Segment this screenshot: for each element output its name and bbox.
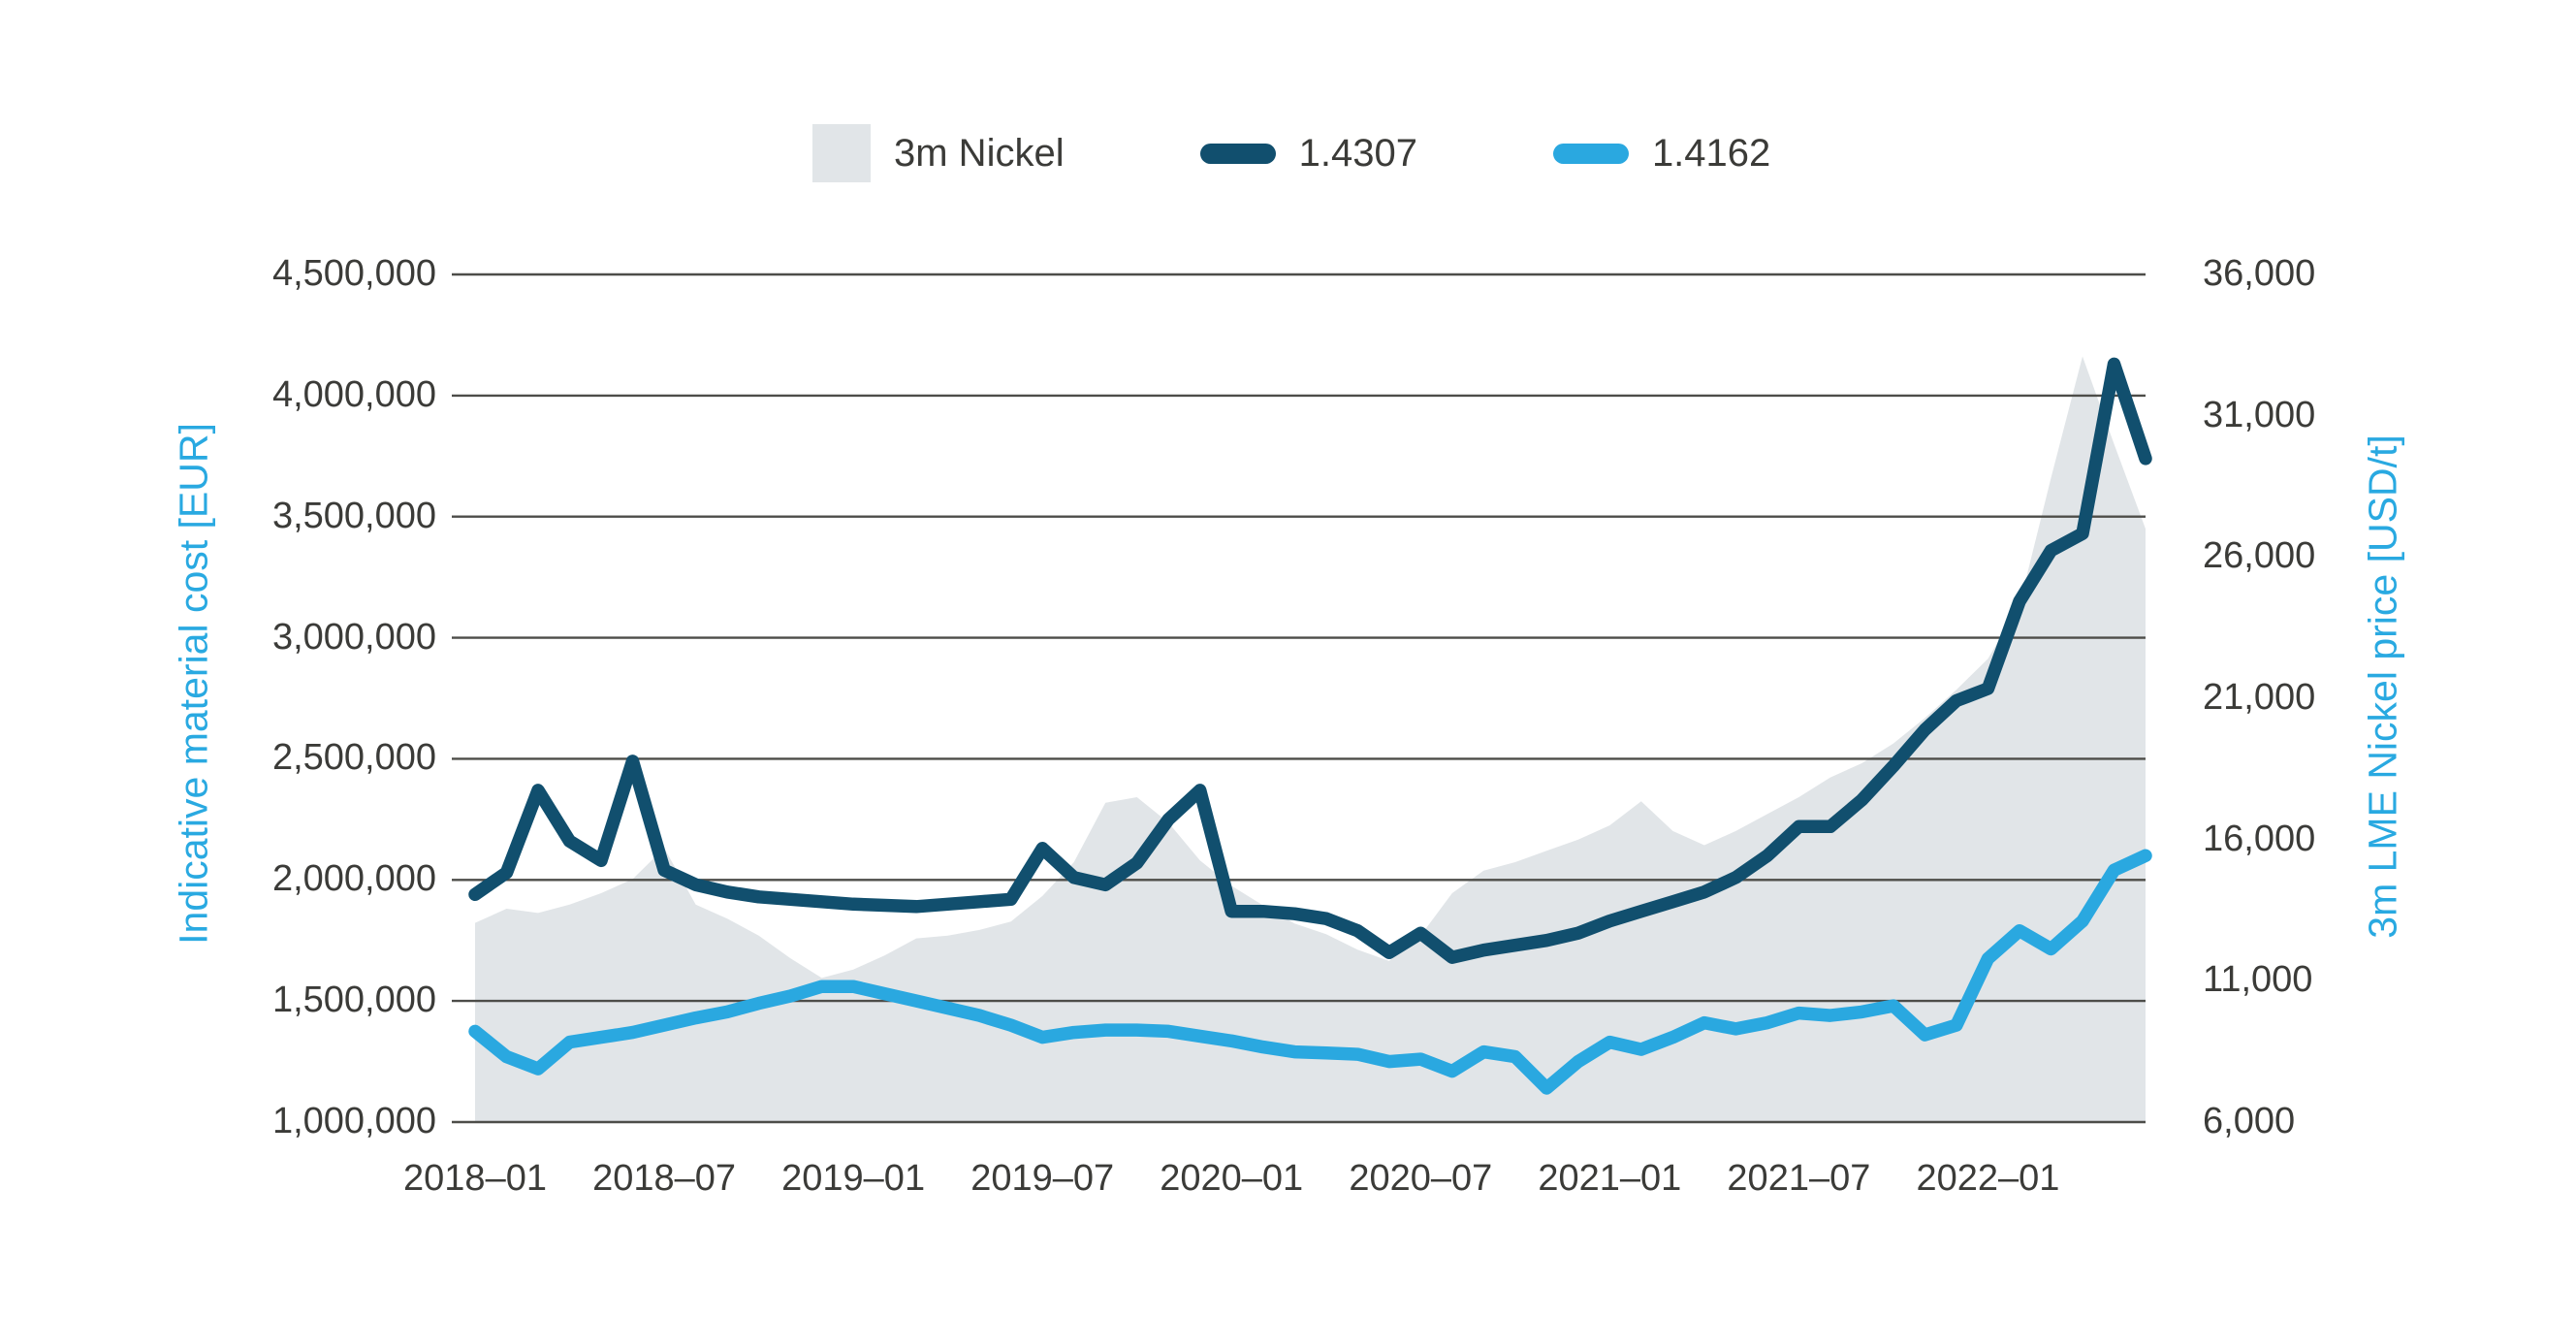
left-tick-label: 1,000,000 xyxy=(271,1101,436,1142)
right-tick-label: 16,000 xyxy=(2203,818,2316,859)
left-tick-label: 2,500,000 xyxy=(271,737,436,779)
left-tick-label: 3,000,000 xyxy=(271,616,436,658)
x-tick-label: 2020–01 xyxy=(1160,1158,1304,1199)
line-swatch-icon xyxy=(1199,143,1276,164)
legend-label: 1.4307 xyxy=(1298,132,1417,175)
legend: 3m Nickel 1.4307 1.4162 xyxy=(812,123,1770,183)
left-tick-label: 1,500,000 xyxy=(271,980,436,1021)
legend-item-1-4162: 1.4162 xyxy=(1552,132,1771,175)
x-tick-label: 2018–07 xyxy=(592,1158,737,1199)
x-tick-label: 2019–01 xyxy=(781,1158,926,1199)
right-tick-label: 6,000 xyxy=(2203,1101,2296,1142)
x-tick-label: 2020–07 xyxy=(1349,1158,1493,1199)
x-tick-label: 2019–07 xyxy=(970,1158,1115,1199)
x-tick-label: 2021–07 xyxy=(1727,1158,1871,1199)
right-tick-label: 31,000 xyxy=(2203,394,2316,435)
line-series-1.4162 xyxy=(468,849,2152,1095)
right-tick-label: 26,000 xyxy=(2203,535,2316,577)
left-tick-label: 4,500,000 xyxy=(271,253,436,295)
area-series-3m Nickel xyxy=(475,356,2146,1122)
x-tick-label: 2018–01 xyxy=(403,1158,547,1199)
area-swatch-icon xyxy=(812,124,871,182)
legend-item-nickel: 3m Nickel xyxy=(812,124,1065,182)
legend-label: 3m Nickel xyxy=(894,132,1065,175)
right-tick-label: 21,000 xyxy=(2203,677,2316,719)
left-tick-label: 2,000,000 xyxy=(271,858,436,900)
right-axis-title: 3m LME Nickel price [USD/t] xyxy=(2360,434,2405,939)
x-tick-label: 2022–01 xyxy=(1916,1158,2060,1199)
x-tick-label: 2021–01 xyxy=(1538,1158,1682,1199)
right-tick-label: 36,000 xyxy=(2203,253,2316,295)
right-tick-label: 11,000 xyxy=(2203,959,2313,1001)
line-swatch-icon xyxy=(1552,143,1629,164)
left-tick-label: 3,500,000 xyxy=(271,495,436,536)
left-tick-label: 4,000,000 xyxy=(271,374,436,416)
legend-item-1-4307: 1.4307 xyxy=(1199,132,1417,175)
line-series-1.4307 xyxy=(468,357,2152,964)
legend-label: 1.4162 xyxy=(1651,132,1771,175)
